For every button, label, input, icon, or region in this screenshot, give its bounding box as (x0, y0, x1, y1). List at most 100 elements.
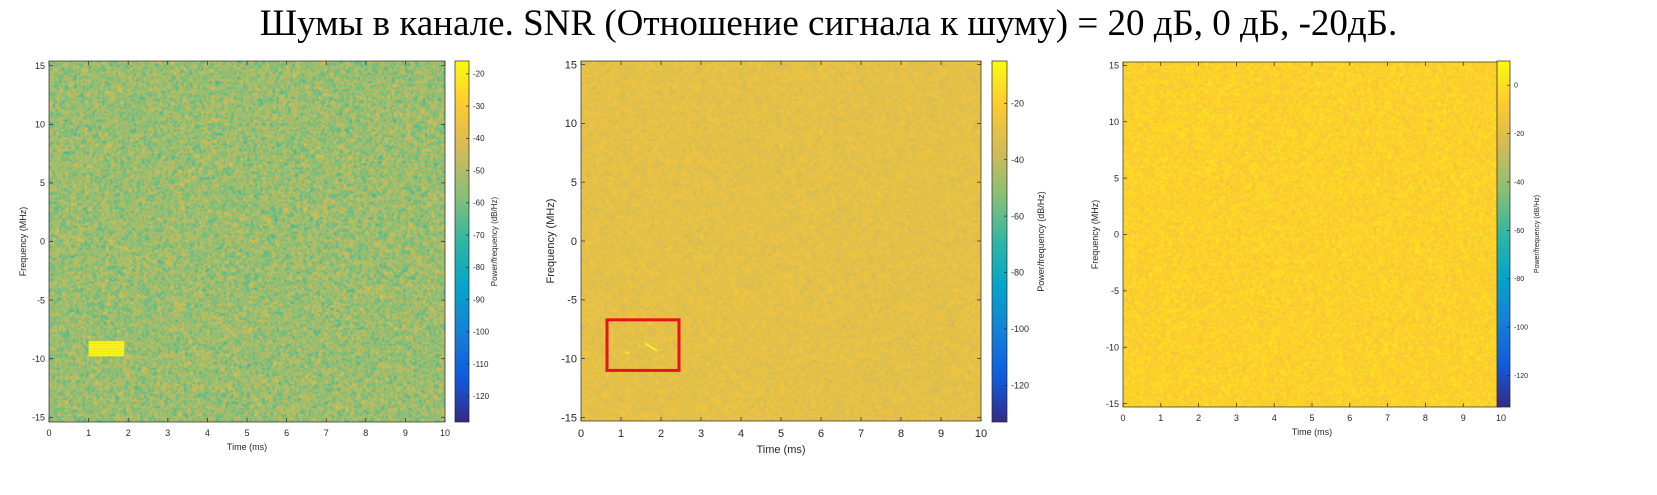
x-tick-label: 0 (578, 428, 584, 440)
colorbar-tick-label: -120 (473, 392, 490, 401)
colorbar-tick-label: -80 (473, 263, 485, 272)
signal-burst-lines-snr-20db (88, 343, 125, 355)
x-tick-label: 1 (1158, 413, 1163, 423)
x-tick-label: 10 (440, 428, 450, 438)
y-tick-label: 5 (40, 178, 45, 188)
x-tick-label: 10 (1496, 413, 1506, 423)
x-tick-label: 6 (284, 428, 289, 438)
y-axis-label: Frequency (MHz) (18, 207, 28, 277)
y-tick-label: -5 (1111, 286, 1119, 296)
colorbar-tick-label: -30 (473, 102, 485, 111)
x-tick-label: 4 (205, 428, 210, 438)
y-tick-label: -15 (1106, 399, 1119, 409)
colorbar-label: Power/frequency (dB/Hz) (1036, 191, 1046, 292)
y-tick-label: 10 (35, 119, 45, 129)
x-tick-label: 10 (975, 428, 987, 440)
colorbar-tick-label: -100 (1514, 325, 1528, 332)
y-tick-label: 10 (565, 118, 577, 130)
colorbar-tick-label: -60 (1514, 228, 1524, 235)
y-tick-label: 0 (571, 236, 577, 248)
y-tick-label: 15 (565, 59, 577, 71)
highlight-box-snr-0db (605, 318, 681, 372)
colorbar-label: Power/frequency (dB/Hz) (1534, 195, 1541, 273)
colorbar-tick-label: 0 (1514, 83, 1518, 90)
colorbar-tick-label: -120 (1011, 380, 1029, 390)
x-tick-label: 9 (1461, 413, 1466, 423)
colorbar-tick-label: -40 (1011, 155, 1024, 165)
x-tick-label: 2 (658, 428, 664, 440)
colorbar-tick-label: -60 (473, 199, 485, 208)
y-tick-label: -15 (561, 412, 577, 424)
colorbar-tick-label: -100 (473, 328, 490, 337)
x-tick-label: 9 (938, 428, 944, 440)
y-tick-label: -10 (1106, 342, 1119, 352)
colorbar-snr-minus20db (1496, 60, 1511, 408)
figure-title: Шумы в канале. SNR (Отношение сигнала к … (259, 3, 1398, 44)
x-tick-label: 7 (1385, 413, 1390, 423)
x-tick-label: 4 (1272, 413, 1277, 423)
colorbar-tick-label: -60 (1011, 211, 1024, 221)
x-tick-label: 9 (403, 428, 408, 438)
x-tick-label: 3 (1234, 413, 1239, 423)
colorbar-tick-label: -70 (473, 231, 485, 240)
y-tick-label: 0 (40, 237, 45, 247)
signal-burst-snr-0db (624, 342, 658, 355)
x-axis-label: Time (ms) (756, 444, 805, 456)
y-tick-label: -5 (37, 295, 45, 305)
x-tick-label: 7 (858, 428, 864, 440)
x-tick-label: 2 (126, 428, 131, 438)
y-axis-label: Frequency (MHz) (545, 199, 557, 284)
x-tick-label: 5 (244, 428, 249, 438)
y-tick-label: 15 (35, 61, 45, 71)
colorbar-tick-label: -20 (1514, 131, 1524, 138)
spectrogram-heatmap-snr-0db (581, 61, 981, 421)
x-tick-label: 7 (324, 428, 329, 438)
x-tick-label: 2 (1196, 413, 1201, 423)
x-tick-label: 8 (1423, 413, 1428, 423)
spectrogram-heatmap-snr-minus20db (1123, 62, 1501, 407)
x-tick-label: 8 (898, 428, 904, 440)
x-tick-label: 5 (1309, 413, 1314, 423)
colorbar-tick-label: -20 (473, 70, 485, 79)
colorbar-tick-label: -100 (1011, 324, 1029, 334)
x-axis-label: Time (ms) (1292, 427, 1332, 437)
x-tick-label: 8 (363, 428, 368, 438)
x-tick-label: 6 (1347, 413, 1352, 423)
colorbar-tick-label: -80 (1514, 276, 1524, 283)
x-tick-label: 1 (618, 428, 624, 440)
colorbar-tick-label: -110 (473, 360, 489, 369)
x-tick-label: 6 (818, 428, 824, 440)
colorbar-label: Power/frequency (dB/Hz) (490, 196, 499, 286)
spectrogram-panel-snr-0db: 0 1 2 3 4 5 6 7 8 9 10 -15 -10 -5 0 5 10 15 Time (ms) Frequ… (545, 59, 1046, 456)
y-tick-label: 15 (1109, 61, 1119, 71)
y-tick-label: -10 (561, 353, 577, 365)
x-tick-label: 0 (1120, 413, 1125, 423)
y-tick-label: 5 (1114, 173, 1119, 183)
y-tick-label: -15 (32, 412, 45, 422)
y-tick-label: 10 (1109, 117, 1119, 127)
colorbar-tick-label: -90 (473, 295, 485, 304)
y-tick-label: -10 (32, 354, 45, 364)
colorbar-tick-label: -80 (1011, 268, 1024, 278)
x-tick-label: 4 (738, 428, 744, 440)
spectrogram-panel-snr-minus20db: 0 1 2 3 4 5 6 7 8 9 10 -15 -10 -5 0 5 10 15 Time (ms) Frequ… (1090, 60, 1541, 437)
x-tick-label: 3 (165, 428, 170, 438)
colorbar-tick-label: -50 (473, 166, 485, 175)
colorbar-snr-0db (991, 60, 1008, 423)
x-axis-label: Time (ms) (227, 442, 267, 452)
y-tick-label: 5 (571, 177, 577, 189)
x-tick-label: 1 (86, 428, 91, 438)
spectrogram-heatmap-snr-20db (49, 61, 445, 422)
y-axis-label: Frequency (MHz) (1090, 200, 1100, 270)
colorbar-tick-label: -120 (1514, 373, 1528, 380)
y-tick-label: 0 (1114, 230, 1119, 240)
x-tick-label: 3 (698, 428, 704, 440)
colorbar-snr-20db (454, 60, 470, 423)
x-tick-label: 0 (46, 428, 51, 438)
y-tick-label: -5 (567, 295, 577, 307)
colorbar-tick-label: -20 (1011, 98, 1024, 108)
colorbar-tick-label: -40 (1514, 179, 1524, 186)
colorbar-tick-label: -40 (473, 134, 485, 143)
x-tick-label: 5 (778, 428, 784, 440)
